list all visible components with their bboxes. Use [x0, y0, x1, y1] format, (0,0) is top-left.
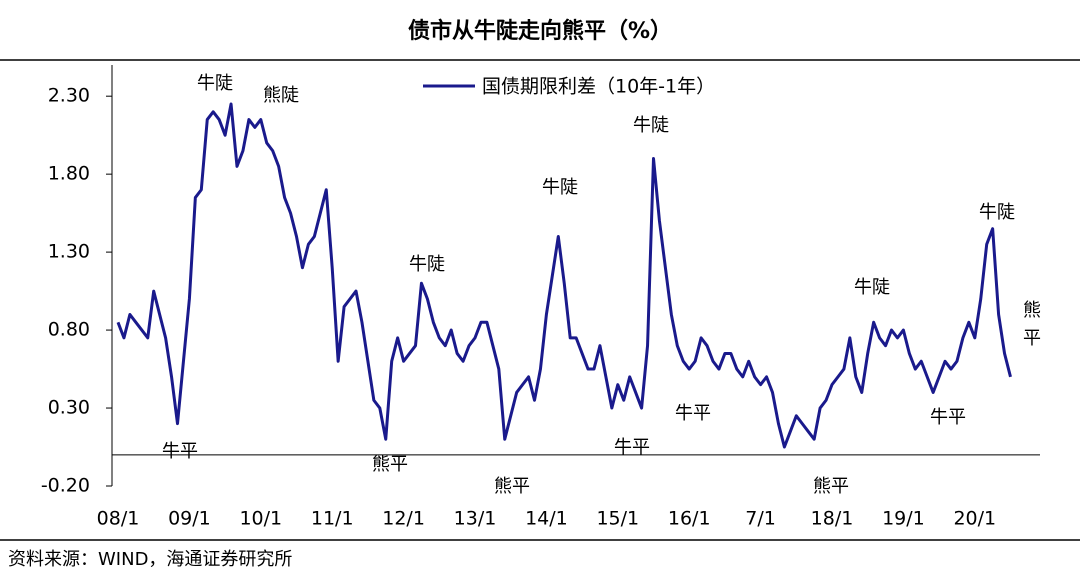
y-tick-label: 2.30 — [48, 85, 90, 107]
legend-label: 国债期限利差（10年-1年） — [482, 76, 715, 98]
y-tick-label: 1.30 — [48, 241, 90, 263]
annotation: 熊平 — [372, 454, 408, 475]
annotation: 熊陡 — [263, 85, 299, 106]
chart-title: 债市从牛陡走向熊平（%） — [408, 18, 672, 44]
y-tick-label: -0.20 — [41, 475, 90, 497]
annotation: 牛陡 — [979, 202, 1015, 223]
x-tick-label: 09/1 — [168, 508, 211, 530]
x-tick-label: 10/1 — [239, 508, 282, 530]
x-tick-label: 20/1 — [953, 508, 996, 530]
annotation: 牛平 — [614, 437, 650, 458]
y-tick-label: 0.80 — [48, 319, 90, 341]
y-tick-label: 1.80 — [48, 163, 90, 185]
annotation: 熊平 — [494, 476, 530, 497]
x-tick-label: 16/1 — [668, 508, 711, 530]
x-tick-label: 18/1 — [811, 508, 854, 530]
annotation: 熊平 — [813, 476, 849, 497]
x-tick-label: 11/1 — [311, 508, 354, 530]
source: 资料来源：WIND，海通证券研究所 — [8, 549, 292, 570]
annotation: 牛陡 — [197, 73, 233, 94]
x-tick-label: 13/1 — [454, 508, 497, 530]
x-tick-label: 08/1 — [97, 508, 140, 530]
x-tick-label: 15/1 — [596, 508, 639, 530]
x-tick-label: 14/1 — [525, 508, 568, 530]
annotation: 牛陡 — [854, 277, 890, 298]
annotation: 牛平 — [930, 407, 966, 428]
annotation: 牛平 — [162, 441, 198, 462]
annotation: 熊平 — [1020, 300, 1041, 356]
annotation: 牛陡 — [409, 254, 445, 275]
x-tick-label: 7/1 — [745, 508, 776, 530]
annotation: 牛陡 — [542, 177, 578, 198]
y-tick-label: 0.30 — [48, 397, 90, 419]
annotation: 牛陡 — [633, 115, 669, 136]
annotation: 牛平 — [675, 403, 711, 424]
series-line — [116, 102, 1012, 449]
x-tick-label: 12/1 — [382, 508, 425, 530]
x-tick-label: 19/1 — [882, 508, 925, 530]
